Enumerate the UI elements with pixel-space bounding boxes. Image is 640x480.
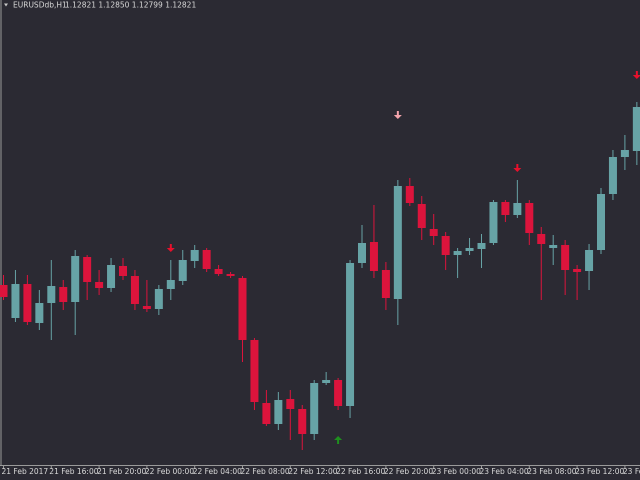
candle-body <box>142 306 151 309</box>
candle-body <box>190 250 199 261</box>
candle-body <box>597 194 605 250</box>
x-tick-label: 22 Feb 08:00 <box>241 467 290 476</box>
candle-body <box>501 202 510 215</box>
x-tick-label: 22 Feb 16:00 <box>336 467 385 476</box>
candle-body <box>71 256 80 302</box>
candle-body <box>537 234 546 244</box>
candle-body <box>83 257 92 282</box>
candle-body <box>238 278 247 340</box>
candle-body <box>441 236 450 255</box>
candle-body <box>274 400 283 424</box>
candle-body <box>632 107 640 151</box>
candle-body <box>393 186 402 299</box>
x-tick-label: 21 Feb 20:00 <box>97 467 146 476</box>
x-tick-label: 22 Feb 12:00 <box>288 467 337 476</box>
candle-body <box>166 280 175 289</box>
candle-body <box>119 266 127 276</box>
candle-body <box>310 383 319 434</box>
candle-body <box>226 274 235 276</box>
candle-body <box>549 245 558 248</box>
candle-body <box>298 409 307 434</box>
candle-body <box>358 243 366 263</box>
candle-body <box>429 229 438 236</box>
x-tick-label: 22 Feb 00:00 <box>145 467 194 476</box>
candle-body <box>477 243 486 249</box>
candle-body <box>417 204 426 228</box>
candle-body <box>453 251 462 255</box>
candle-body <box>23 284 32 322</box>
x-tick-label: 23 Feb 00:00 <box>432 467 481 476</box>
candle-body <box>35 303 44 323</box>
x-tick-label: 23 Feb 12:00 <box>575 467 624 476</box>
candle-body <box>561 245 570 270</box>
x-tick-label: 23 Feb 08:00 <box>527 467 576 476</box>
x-tick-label: 22 Feb 20:00 <box>384 467 433 476</box>
candle-body <box>489 202 498 243</box>
candle-body <box>202 250 211 269</box>
candle-body <box>369 242 378 271</box>
x-tick-label: 21 Feb 2017 <box>2 467 49 476</box>
candle-body <box>620 150 629 157</box>
candle-body <box>95 282 104 288</box>
candle-body <box>573 269 582 272</box>
candle-body <box>585 250 594 271</box>
x-tick-label: 23 Feb 16:00 <box>623 467 640 476</box>
x-tick-label: 23 Feb 04:00 <box>480 467 529 476</box>
candle-body <box>262 403 271 424</box>
candle-body <box>334 380 343 406</box>
chart-title: EURUSDdb,H1 <box>13 1 67 10</box>
candle-body <box>322 380 331 383</box>
candle-body <box>250 340 259 402</box>
signal-arrow <box>513 164 522 172</box>
candle-body <box>178 260 187 281</box>
signal-arrow <box>334 436 343 444</box>
menu-icon[interactable] <box>4 3 8 7</box>
candle-body <box>154 289 163 309</box>
candle-body <box>47 286 56 303</box>
candle-body <box>608 157 617 194</box>
signal-arrow <box>393 111 402 119</box>
x-tick-label: 21 Feb 16:00 <box>49 467 98 476</box>
chart-prices: 1.12821 1.12850 1.12799 1.12821 <box>65 1 196 10</box>
candle-body <box>465 248 474 251</box>
candle-body <box>0 285 8 297</box>
candle-body <box>381 270 390 298</box>
signal-arrow <box>166 244 175 252</box>
candle-body <box>286 399 295 409</box>
candle-body <box>214 269 223 274</box>
candle-body <box>513 203 522 215</box>
candle-body <box>405 186 414 203</box>
candle-body <box>11 284 20 318</box>
candle-body <box>59 287 68 302</box>
candle-body <box>107 265 116 288</box>
candle-body <box>346 263 355 406</box>
x-tick-label: 22 Feb 04:00 <box>193 467 242 476</box>
candle-body <box>130 276 139 304</box>
signal-arrow <box>632 71 640 79</box>
candle-body <box>525 203 534 233</box>
